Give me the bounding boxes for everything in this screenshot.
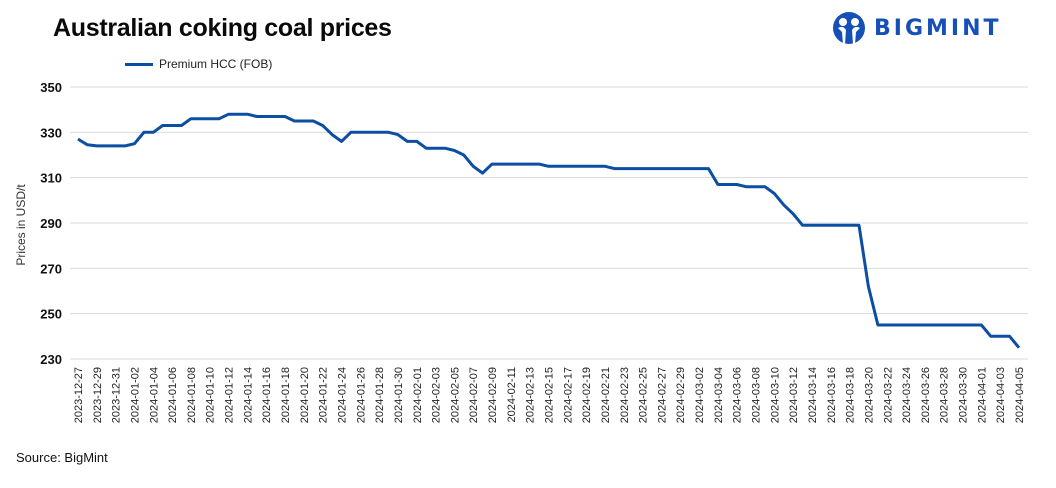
legend-label: Premium HCC (FOB) bbox=[159, 57, 273, 71]
x-tick-label: 2024-01-06 bbox=[167, 367, 179, 423]
x-tick-label: 2024-03-24 bbox=[901, 367, 913, 423]
x-tick-label: 2024-02-21 bbox=[600, 367, 612, 423]
x-tick-label: 2024-01-14 bbox=[242, 367, 254, 423]
x-tick-label: 2024-03-04 bbox=[713, 367, 725, 423]
x-tick-label: 2024-01-26 bbox=[355, 367, 367, 423]
x-tick-label: 2024-02-11 bbox=[506, 367, 518, 422]
x-tick-label: 2024-01-10 bbox=[205, 367, 217, 423]
x-tick-label: 2024-02-19 bbox=[581, 367, 593, 423]
x-tick-label: 2024-01-18 bbox=[280, 367, 292, 423]
x-tick-label: 2024-03-20 bbox=[863, 367, 875, 423]
x-tick-label: 2024-03-30 bbox=[958, 367, 970, 423]
y-tick-label: 290 bbox=[40, 216, 62, 231]
x-tick-label: 2024-02-25 bbox=[638, 367, 650, 423]
x-tick-label: 2023-12-29 bbox=[92, 367, 104, 423]
x-tick-label: 2024-03-26 bbox=[920, 367, 932, 423]
x-tick-label: 2024-02-03 bbox=[431, 367, 443, 423]
x-tick-label: 2024-02-01 bbox=[412, 367, 424, 423]
x-tick-label: 2024-03-10 bbox=[769, 367, 781, 423]
x-tick-label: 2024-01-12 bbox=[224, 367, 236, 423]
x-tick-label: 2024-02-09 bbox=[487, 367, 499, 423]
x-tick-label: 2024-02-17 bbox=[562, 367, 574, 423]
chart-legend: Premium HCC (FOB) bbox=[125, 57, 272, 71]
x-tick-label: 2024-03-06 bbox=[732, 367, 744, 423]
y-tick-label: 270 bbox=[40, 261, 62, 276]
chart-title: Australian coking coal prices bbox=[53, 14, 392, 42]
x-tick-label: 2024-02-13 bbox=[525, 367, 537, 423]
x-tick-label: 2024-01-02 bbox=[129, 367, 141, 423]
x-tick-label: 2024-02-27 bbox=[656, 367, 668, 423]
x-tick-label: 2024-01-20 bbox=[299, 367, 311, 423]
x-tick-label: 2024-03-22 bbox=[882, 367, 894, 423]
x-tick-label: 2024-02-23 bbox=[619, 367, 631, 423]
x-tick-label: 2024-02-29 bbox=[675, 367, 687, 423]
bigmint-logo: BIGMINT bbox=[832, 10, 1002, 46]
x-tick-label: 2024-03-14 bbox=[807, 367, 819, 423]
x-tick-label: 2024-02-15 bbox=[544, 367, 556, 423]
source-note: Source: BigMint bbox=[16, 450, 108, 465]
x-tick-label: 2023-12-27 bbox=[73, 367, 85, 423]
x-tick-label: 2024-03-12 bbox=[788, 367, 800, 423]
y-tick-label: 230 bbox=[40, 352, 62, 367]
x-tick-label: 2024-01-24 bbox=[336, 367, 348, 423]
legend-line-swatch bbox=[125, 62, 153, 66]
gridlines bbox=[70, 86, 1028, 360]
x-tick-label: 2024-03-18 bbox=[845, 367, 857, 423]
x-tick-label: 2024-01-16 bbox=[261, 367, 273, 423]
bigmint-people-icon bbox=[833, 12, 865, 44]
y-tick-label: 310 bbox=[40, 171, 62, 186]
x-tick-label: 2024-04-03 bbox=[995, 367, 1007, 423]
y-tick-label: 350 bbox=[40, 80, 62, 95]
x-tick-label: 2023-12-31 bbox=[111, 367, 123, 423]
x-axis-ticks: 2023-12-27 2023-12-29 2023-12-31 2024-01-02… bbox=[73, 367, 1026, 423]
x-tick-label: 2024-03-16 bbox=[826, 367, 838, 423]
x-tick-label: 2024-03-08 bbox=[751, 367, 763, 423]
x-tick-label: 2024-02-05 bbox=[449, 367, 461, 423]
x-tick-label: 2024-01-28 bbox=[374, 367, 386, 423]
x-tick-label: 2024-03-02 bbox=[694, 367, 706, 423]
x-tick-label: 2024-04-05 bbox=[1014, 367, 1026, 423]
x-tick-label: 2024-01-08 bbox=[186, 367, 198, 423]
brand-name: BIGMINT bbox=[874, 15, 1002, 41]
x-tick-label: 2024-01-22 bbox=[318, 367, 330, 423]
y-axis-ticks: 230 250 270 290 310 330 350 bbox=[40, 80, 62, 367]
x-tick-label: 2024-01-04 bbox=[148, 367, 160, 423]
x-tick-label: 2024-02-07 bbox=[468, 367, 480, 423]
y-tick-label: 330 bbox=[40, 125, 62, 140]
x-tick-label: 2024-04-01 bbox=[976, 367, 988, 423]
x-tick-label: 2024-01-30 bbox=[393, 367, 405, 423]
y-tick-label: 250 bbox=[40, 307, 62, 322]
x-tick-label: 2024-03-28 bbox=[939, 367, 951, 423]
series-line-premium-hcc bbox=[77, 112, 1021, 349]
